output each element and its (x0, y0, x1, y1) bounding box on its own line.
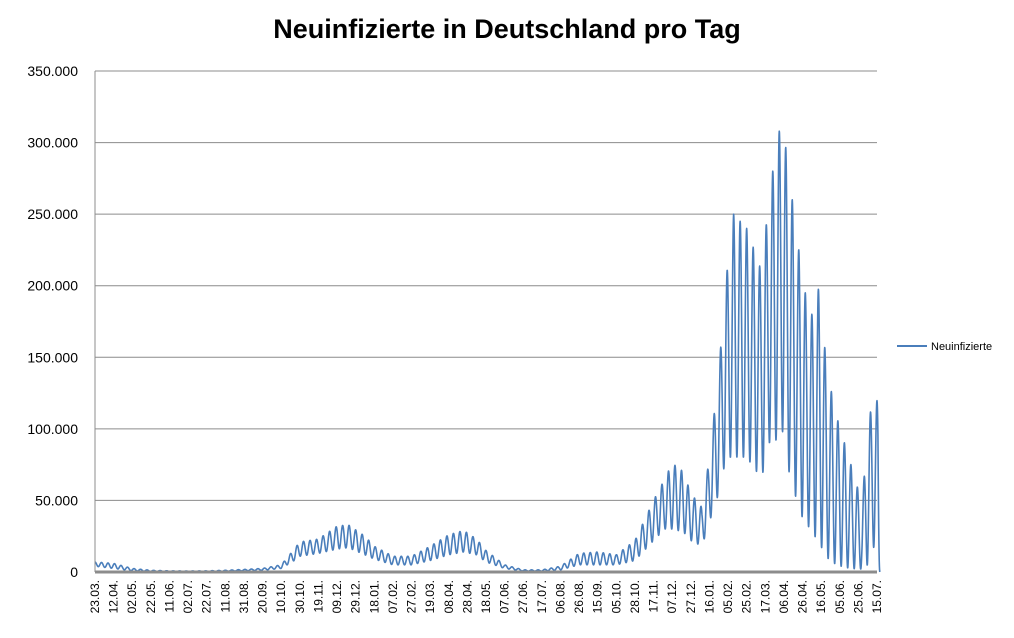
y-tick-label: 350.000 (27, 63, 78, 79)
x-tick-label: 25.06. (851, 580, 865, 613)
x-tick-label: 11.08. (218, 580, 232, 612)
chart-title: Neuinfizierte in Deutschland pro Tag (273, 14, 741, 44)
x-tick-label: 05.02. (721, 580, 735, 613)
x-tick-label: 19.03. (423, 580, 437, 613)
x-tick-label: 29.12. (349, 580, 363, 613)
x-tick-label: 06.04. (777, 580, 791, 613)
x-tick-label: 05.10. (609, 580, 623, 613)
y-tick-label: 300.000 (27, 135, 78, 151)
x-tick-label: 31.08. (237, 580, 251, 613)
x-tick-label: 26.08. (572, 580, 586, 613)
series-layer (94, 130, 881, 573)
x-tick-label: 18.05. (479, 580, 493, 613)
x-tick-label: 16.05. (814, 580, 828, 613)
axes (94, 71, 877, 574)
y-tick-label: 50.000 (35, 492, 78, 508)
x-tick-label: 22.05. (144, 580, 158, 613)
x-tick-label: 23.03. (88, 580, 102, 613)
x-tick-label: 15.09. (591, 580, 605, 613)
x-tick-label: 26.04. (796, 580, 810, 613)
x-tick-label: 09.12. (330, 580, 344, 613)
y-tick-label: 200.000 (27, 278, 78, 294)
x-tick-label: 06.08. (553, 580, 567, 613)
x-tick-label: 30.10. (293, 580, 307, 613)
x-tick-label: 28.04. (460, 580, 474, 613)
x-tick-label: 27.12. (684, 580, 698, 613)
x-tick-label: 22.07. (200, 580, 214, 613)
x-tick-label: 12.04. (107, 580, 121, 613)
y-tick-label: 0 (70, 564, 78, 580)
x-tick-label: 17.03. (758, 580, 772, 613)
series-line (94, 130, 881, 573)
x-axis-tick-labels: 23.03. 12.04. 02.05. 22.05. 11.06. 02.07. 22.0… (88, 580, 884, 613)
x-tick-label: 05.06. (833, 580, 847, 613)
x-tick-label: 07.02. (386, 580, 400, 613)
x-tick-label: 02.07. (181, 580, 195, 613)
gridlines (95, 70, 877, 501)
x-tick-label: 07.12. (665, 580, 679, 613)
y-tick-label: 150.000 (27, 349, 78, 365)
x-tick-label: 27.02. (405, 580, 419, 613)
legend-label: Neuinfizierte (931, 341, 992, 353)
x-tick-label: 02.05. (125, 580, 139, 613)
x-tick-label: 25.02. (740, 580, 754, 613)
x-tick-label: 18.01. (367, 580, 381, 613)
x-tick-label: 28.10. (628, 580, 642, 613)
x-tick-label: 27.06. (516, 580, 530, 613)
y-tick-label: 100.000 (27, 421, 78, 437)
x-tick-label: 16.01. (702, 580, 716, 613)
x-tick-label: 08.04. (442, 580, 456, 613)
x-tick-label: 17.11. (647, 580, 661, 612)
x-tick-label: 10.10. (274, 580, 288, 613)
y-axis-tick-labels: 0 50.000 100.000 150.000 200.000 250.000 300.0… (27, 63, 78, 580)
legend: Neuinfizierte (897, 341, 992, 353)
x-tick-label: 19.11. (311, 580, 325, 612)
x-tick-label: 15.07. (870, 580, 884, 613)
x-tick-label: 11.06. (162, 580, 176, 612)
x-tick-label: 07.06. (498, 580, 512, 613)
x-tick-label: 17.07. (535, 580, 549, 613)
x-tick-label: 20.09. (256, 580, 270, 613)
y-tick-label: 250.000 (27, 206, 78, 222)
